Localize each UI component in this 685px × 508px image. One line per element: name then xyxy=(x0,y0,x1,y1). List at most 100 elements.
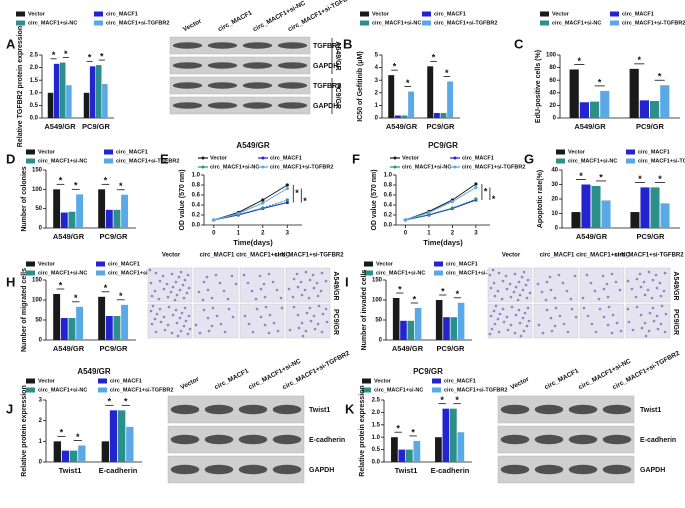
significance: * xyxy=(64,49,68,59)
cell xyxy=(650,296,654,300)
cell xyxy=(158,307,162,311)
cell xyxy=(276,329,280,333)
cell xyxy=(517,280,521,284)
cell xyxy=(288,328,292,332)
cell xyxy=(550,329,554,333)
cell xyxy=(287,287,291,291)
x-tick-label: PC9/GR xyxy=(100,344,129,353)
cell xyxy=(492,309,496,313)
image-column-label: Vector xyxy=(162,253,181,259)
legend-swatch xyxy=(626,158,635,164)
image-column-label: circ_MACF1 xyxy=(200,253,235,259)
cell xyxy=(154,271,158,275)
legend-label: Vector xyxy=(376,261,394,267)
cell xyxy=(179,329,183,333)
image-column-label: Vector xyxy=(502,253,521,259)
significance: * xyxy=(455,395,459,405)
cell xyxy=(553,296,557,300)
cell xyxy=(490,327,494,331)
cell xyxy=(313,327,317,331)
cell xyxy=(262,282,266,286)
y-tick-label: 0.8 xyxy=(384,183,393,189)
cell xyxy=(615,321,619,325)
legend-marker xyxy=(201,156,205,160)
legend-label: Vector xyxy=(374,378,392,384)
row-label: Twist1 xyxy=(640,407,661,414)
cell xyxy=(230,274,234,278)
panel: F PC9/GR Vector circ_MACF1 circ_MACF1+si-NC c… xyxy=(352,141,525,247)
y-tick-label: 100 xyxy=(546,53,557,59)
x-tick-label: Twist1 xyxy=(59,466,82,475)
cell xyxy=(180,311,184,315)
y-tick-label: 100 xyxy=(32,298,43,304)
bar xyxy=(440,112,447,118)
cell xyxy=(181,283,185,287)
significance: * xyxy=(104,176,108,186)
panel: A Vector circ_MACF1 circ_MACF1+si-NC circ_MA… xyxy=(6,11,169,147)
legend-marker xyxy=(453,156,457,160)
legend-label: circ_MACF1+si-TGFBR2 xyxy=(462,164,525,170)
cell xyxy=(167,305,171,309)
cell xyxy=(526,278,530,282)
significance: * xyxy=(59,280,63,290)
bar xyxy=(109,410,118,462)
x-tick-label: PC9/GR xyxy=(437,344,466,353)
cell xyxy=(553,324,557,328)
bar xyxy=(102,83,108,118)
panel-label: I xyxy=(345,274,349,289)
cell xyxy=(186,332,190,336)
cell xyxy=(561,281,565,285)
legend-swatch xyxy=(94,20,103,26)
y-axis-label: Relative TGFBR2 protein expression xyxy=(17,26,24,147)
y-tick-label: 0.5 xyxy=(30,103,39,109)
y-tick-label: 0.4 xyxy=(384,203,393,209)
cell xyxy=(631,328,635,332)
cell xyxy=(279,296,283,300)
y-tick-label: 4 xyxy=(375,65,379,71)
cell xyxy=(154,330,158,334)
cell xyxy=(263,295,267,299)
legend-label: circ_MACF1 xyxy=(638,149,670,155)
legend-swatch xyxy=(104,158,113,164)
legend-label: circ_MACF1+si-TGFBR2 xyxy=(638,158,685,164)
y-tick-label: 1.0 xyxy=(372,435,381,441)
cell xyxy=(150,322,154,326)
bar xyxy=(113,209,121,228)
bar xyxy=(639,100,649,118)
cell xyxy=(206,316,210,320)
bar xyxy=(60,212,68,228)
cell xyxy=(549,316,553,320)
x-tick-label: 3 xyxy=(474,231,478,237)
cell xyxy=(247,322,251,326)
cell xyxy=(536,282,540,286)
legend-label: circ_MACF1 xyxy=(270,155,302,161)
point xyxy=(450,206,454,210)
blot-band xyxy=(207,102,238,109)
cell xyxy=(493,322,497,326)
y-tick-label: 0 xyxy=(379,338,383,344)
blot-band xyxy=(238,464,268,475)
bar xyxy=(388,75,395,118)
cell xyxy=(214,273,218,277)
significance: * xyxy=(60,428,64,438)
blot-band xyxy=(238,434,268,445)
cell xyxy=(297,326,301,330)
cell xyxy=(183,278,187,282)
point xyxy=(261,198,265,202)
lane-label: Vector xyxy=(509,376,530,392)
cell xyxy=(660,304,664,308)
bar xyxy=(447,81,454,118)
y-tick-label: 0 xyxy=(39,338,43,344)
cell xyxy=(219,322,223,326)
legend-label: circ_MACF1+si-TGFBR2 xyxy=(444,387,507,393)
bar xyxy=(113,316,121,340)
cell xyxy=(606,323,610,327)
significance: * xyxy=(119,181,123,191)
point xyxy=(285,198,289,202)
bar xyxy=(571,212,581,228)
bar xyxy=(105,209,113,228)
legend-label: circ_MACF1 xyxy=(622,11,654,17)
cell xyxy=(512,290,516,294)
legend-swatch xyxy=(26,270,35,276)
legend-swatch xyxy=(26,149,35,155)
